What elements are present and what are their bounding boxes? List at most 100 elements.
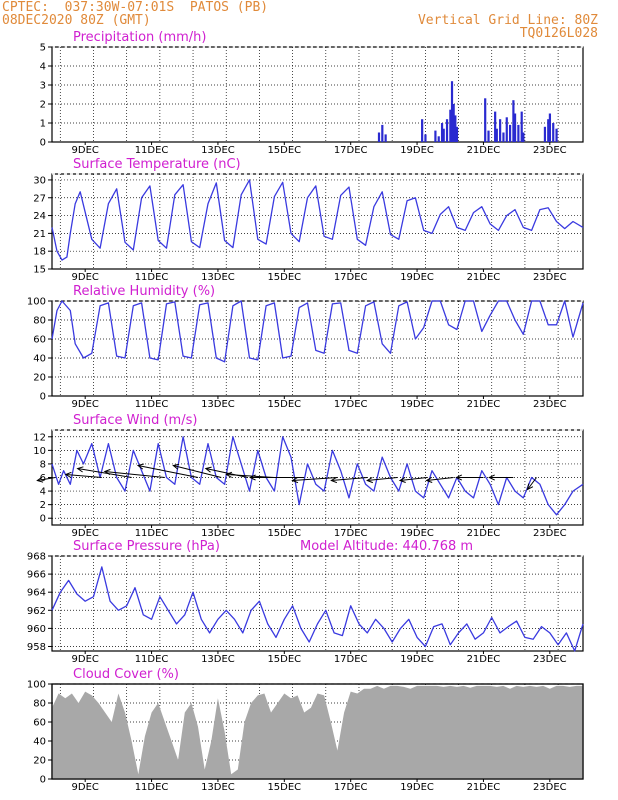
- wind-arrow-shaft: [77, 468, 132, 478]
- y-tick-label: 960: [27, 624, 46, 635]
- x-tick-label: 21DEC: [467, 782, 501, 793]
- x-tick-label: 9DEC: [72, 654, 99, 665]
- wind-arrow-shaft: [367, 477, 398, 481]
- y-tick-label: 18: [33, 247, 46, 258]
- x-tick-label: 11DEC: [135, 654, 169, 665]
- y-tick-label: 30: [33, 175, 46, 186]
- precip-bar: [520, 111, 523, 142]
- y-tick-label: 100: [27, 297, 46, 308]
- precip-bar: [450, 81, 454, 142]
- x-tick-label: 17DEC: [334, 399, 368, 410]
- y-tick-label: 1: [40, 119, 46, 130]
- y-tick-label: 966: [27, 570, 46, 581]
- y-tick-label: 958: [27, 642, 46, 653]
- y-tick-label: 3: [40, 81, 46, 92]
- precip-bar: [513, 113, 517, 142]
- y-tick-label: 2: [40, 500, 46, 511]
- wind-arrow-head: [64, 471, 72, 478]
- model-altitude-label: Model Altitude: 440.768 m: [300, 539, 473, 554]
- y-tick-label: 8: [40, 459, 46, 470]
- y-tick-label: 40: [33, 354, 46, 365]
- y-tick-label: 15: [33, 265, 46, 276]
- panel-title: Surface Pressure (hPa): [73, 539, 220, 554]
- wind-arrow-shaft: [173, 465, 222, 478]
- precip-bar: [445, 119, 449, 142]
- y-tick-label: 5: [40, 43, 46, 54]
- x-tick-label: 15DEC: [267, 399, 301, 410]
- wind-arrow-shaft: [104, 471, 165, 478]
- y-tick-label: 968: [27, 552, 46, 563]
- precip-bar: [494, 111, 497, 142]
- y-tick-label: 24: [33, 211, 46, 222]
- plot-frame: [51, 555, 584, 652]
- precip-bar: [547, 119, 550, 142]
- x-tick-label: 23DEC: [533, 399, 567, 410]
- wind-arrow-shaft: [331, 477, 368, 481]
- panel-title: Relative Humidity (%): [73, 284, 215, 299]
- x-tick-label: 13DEC: [201, 782, 235, 793]
- y-tick-label: 0: [40, 392, 46, 403]
- y-tick-label: 2: [40, 100, 46, 111]
- series-line: [51, 300, 584, 363]
- y-tick-label: 60: [33, 335, 46, 346]
- panel-4: 0 2 4 6 8 10 12 9DEC 11DEC 13DEC 15DEC 17DEC 19DEC 21…: [33, 413, 584, 539]
- y-tick-label: 4: [40, 62, 46, 73]
- x-tick-label: 23DEC: [533, 654, 567, 665]
- wind-arrow-head: [488, 474, 495, 481]
- y-tick-label: 100: [27, 680, 46, 691]
- precip-bar: [499, 119, 502, 142]
- precip-bar: [517, 124, 520, 142]
- x-tick-label: 15DEC: [267, 272, 301, 283]
- precip-bar: [455, 126, 459, 142]
- precip-bar: [434, 130, 437, 142]
- x-tick-label: 17DEC: [334, 145, 368, 156]
- wind-arrow-head: [172, 463, 180, 470]
- precip-bar: [454, 115, 457, 142]
- x-tick-label: 23DEC: [533, 272, 567, 283]
- y-tick-label: 10: [33, 446, 46, 457]
- y-tick-label: 0: [40, 138, 46, 149]
- x-tick-label: 9DEC: [72, 528, 99, 539]
- cloud-area: [52, 685, 583, 779]
- x-tick-label: 17DEC: [334, 782, 368, 793]
- x-tick-label: 15DEC: [267, 782, 301, 793]
- y-tick-label: 4: [40, 487, 46, 498]
- panel-title: Surface Temperature (nC): [73, 157, 241, 172]
- x-tick-label: 13DEC: [201, 145, 235, 156]
- wind-arrow-shaft: [399, 477, 428, 481]
- x-tick-label: 13DEC: [201, 528, 235, 539]
- x-tick-label: 9DEC: [72, 782, 99, 793]
- precip-bar: [440, 123, 444, 142]
- precip-bar: [442, 128, 445, 142]
- precip-bar: [512, 100, 515, 142]
- precip-bar: [508, 124, 512, 142]
- x-tick-label: 19DEC: [400, 272, 434, 283]
- wind-arrow-head: [76, 466, 84, 473]
- header-run-time: 08DEC2020 80Z (GMT): [2, 13, 151, 28]
- y-tick-label: 40: [33, 737, 46, 748]
- precip-bar: [424, 134, 427, 142]
- x-tick-label: 13DEC: [201, 654, 235, 665]
- x-tick-label: 19DEC: [400, 399, 434, 410]
- y-tick-label: 964: [27, 588, 46, 599]
- x-tick-label: 21DEC: [467, 528, 501, 539]
- precip-bar: [484, 98, 487, 142]
- panel-5: 958 960 962 964 966 968 9DEC 11DEC 13DEC 15DEC 17D…: [27, 539, 584, 665]
- x-tick-label: 17DEC: [334, 272, 368, 283]
- panel-title: Cloud Cover (%): [73, 667, 179, 682]
- wind-arrow-head: [136, 463, 144, 470]
- x-tick-label: 17DEC: [334, 654, 368, 665]
- header-location: CPTEC: 037:30W-07:01S PATOS (PB): [2, 0, 269, 15]
- precip-bar: [502, 132, 505, 142]
- precip-bar: [384, 134, 387, 142]
- x-tick-label: 21DEC: [467, 399, 501, 410]
- wind-arrow-head: [204, 466, 212, 473]
- wind-arrow-shaft: [205, 468, 248, 478]
- x-tick-label: 17DEC: [334, 528, 368, 539]
- plot-frame-overlay: [51, 683, 584, 780]
- panel-2: 15 18 21 24 27 30 9DEC 11DEC 13DEC 15DEC 17DEC 19DE…: [33, 157, 584, 283]
- y-tick-label: 27: [33, 193, 46, 204]
- wind-arrow-head: [330, 477, 338, 484]
- precip-bar: [452, 104, 455, 142]
- panel-title: Precipitation (mm/h): [73, 30, 206, 45]
